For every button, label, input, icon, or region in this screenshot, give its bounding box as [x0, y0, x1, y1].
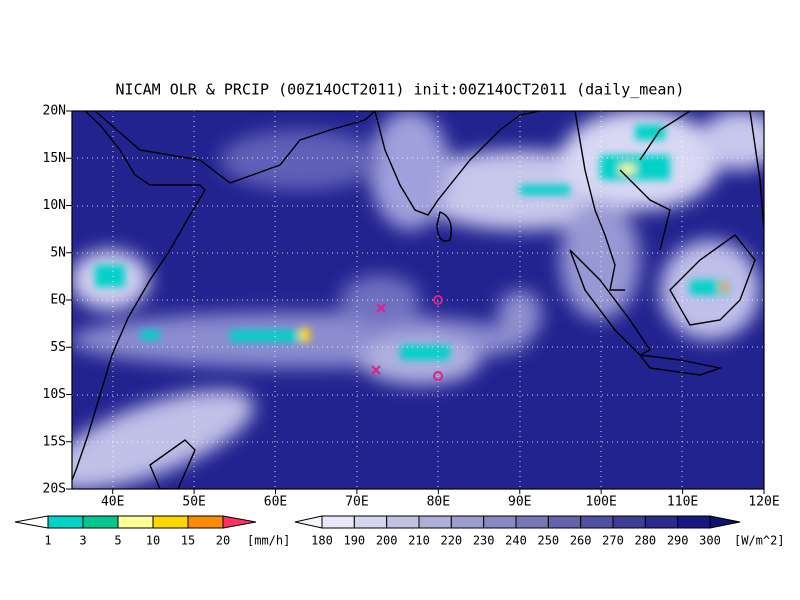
colorbar-box — [547, 515, 582, 529]
colorbar-end — [14, 515, 49, 529]
lon-label: 100E — [586, 495, 617, 510]
markers — [371, 295, 443, 381]
lat-label: 5N — [50, 245, 66, 260]
colorbar-label: 20 — [216, 534, 230, 548]
colorbar-label: 5 — [114, 534, 121, 548]
grid — [72, 111, 764, 489]
colorbar-box — [117, 515, 154, 529]
colorbar-box — [450, 515, 485, 529]
olr-colorbar: 180 190 200 210 220 230 240 250 260 270 280 290 300 [… — [294, 515, 785, 548]
lon-labels: 40E 50E 60E 70E 80E 90E 100E 110E 120E — [101, 489, 780, 510]
lon-label: 90E — [508, 495, 531, 510]
colorbar-label: 270 — [602, 534, 624, 548]
colorbar-box — [187, 515, 224, 529]
colorbar-box — [483, 515, 517, 529]
lat-label: EQ — [50, 293, 66, 308]
colorbar-label: 260 — [570, 534, 592, 548]
colorbar-label: 15 — [181, 534, 195, 548]
colorbar-label: 290 — [667, 534, 689, 548]
colorbar-label: 220 — [440, 534, 462, 548]
colorbar-label: 240 — [505, 534, 527, 548]
colorbar-box — [321, 515, 355, 529]
lat-label: 15N — [43, 151, 66, 166]
lon-label: 120E — [748, 495, 779, 510]
colorbar-label: 190 — [343, 534, 365, 548]
lat-label: 15S — [43, 434, 66, 449]
colorbar-label: 300 — [699, 534, 721, 548]
lat-label: 10N — [43, 198, 66, 213]
colorbar-end — [294, 515, 323, 529]
lon-label: 80E — [427, 495, 450, 510]
colorbar-label: 280 — [634, 534, 656, 548]
colorbar-box — [612, 515, 646, 529]
lon-label: 70E — [345, 495, 368, 510]
colorbar-label: 3 — [79, 534, 86, 548]
colorbar-end — [222, 515, 257, 529]
colorbar-box — [644, 515, 679, 529]
colorbar-box — [82, 515, 119, 529]
colorbar-box — [515, 515, 549, 529]
precip-colorbar: 1 3 5 10 15 20 [mm/h] — [14, 515, 290, 548]
lon-label: 40E — [101, 495, 124, 510]
colorbar-label: 180 — [311, 534, 333, 548]
title: NICAM OLR & PRCIP (00Z14OCT2011) init:00… — [116, 81, 685, 99]
colorbar-end — [709, 515, 741, 529]
lat-label: 10S — [43, 387, 66, 402]
precip-field — [95, 125, 730, 360]
lon-label: 50E — [182, 495, 205, 510]
colorbar-box — [47, 515, 84, 529]
lon-label: 60E — [264, 495, 287, 510]
colorbar-box — [677, 515, 711, 529]
lat-label: 5S — [50, 340, 66, 355]
colorbar-box — [152, 515, 189, 529]
colorbar-label: 1 — [44, 534, 51, 548]
colorbar-box — [418, 515, 452, 529]
colorbar-unit: [W/m^2] — [734, 534, 785, 548]
colorbar-label: 200 — [376, 534, 398, 548]
lat-label: 20S — [43, 482, 66, 497]
colorbar-label: 10 — [146, 534, 160, 548]
lon-label: 110E — [667, 495, 698, 510]
colorbar-box — [386, 515, 420, 529]
lat-label: 20N — [43, 104, 66, 119]
lat-labels: 20N 15N 10N 5N EQ 5S 10S 15S 20S — [43, 104, 72, 497]
colorbar-unit: [mm/h] — [247, 534, 290, 548]
colorbar-box — [580, 515, 614, 529]
coastlines — [72, 111, 764, 489]
colorbar-box — [353, 515, 388, 529]
colorbar-label: 250 — [537, 534, 559, 548]
colorbar-label: 210 — [408, 534, 430, 548]
map-field — [72, 111, 764, 489]
colorbar-label: 230 — [473, 534, 495, 548]
